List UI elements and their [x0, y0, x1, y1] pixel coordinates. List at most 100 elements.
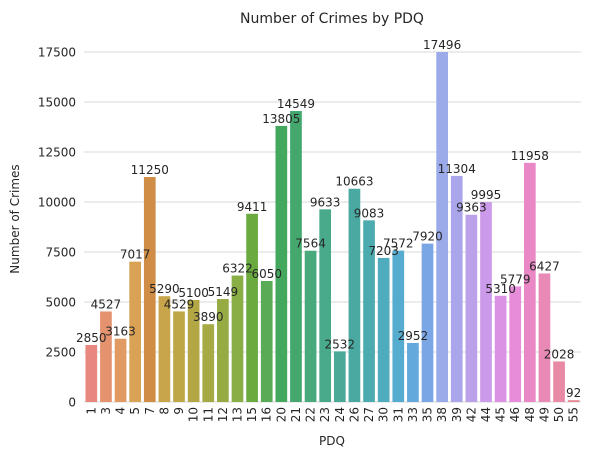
bar-pdq-48 — [523, 162, 536, 402]
x-tick-label: 46 — [508, 407, 522, 422]
x-tick-label: 7 — [143, 407, 157, 415]
bar-pdq-9 — [173, 311, 185, 402]
bar-pdq-26 — [348, 188, 361, 402]
x-tick-label: 48 — [523, 407, 537, 422]
bar-value-label: 5290 — [149, 282, 180, 296]
x-tick-label: 23 — [318, 407, 332, 422]
x-tick-label: 22 — [304, 407, 318, 422]
bar-value-label: 11250 — [131, 163, 169, 177]
bar-pdq-42 — [465, 214, 478, 402]
bar-pdq-7 — [143, 177, 156, 402]
x-tick-label: 26 — [347, 407, 361, 422]
x-axis-label: PDQ — [319, 434, 345, 448]
bar-value-label: 5779 — [500, 272, 531, 286]
bars — [85, 52, 580, 403]
bar-value-label: 9633 — [310, 195, 341, 209]
bar-pdq-11 — [202, 324, 215, 402]
x-tick-label: 27 — [362, 407, 376, 422]
bar-value-label: 4529 — [164, 297, 195, 311]
bar-value-label: 9411 — [237, 200, 268, 214]
x-tick-label: 8 — [157, 407, 171, 415]
bar-value-label: 2532 — [325, 337, 356, 351]
bar-pdq-33 — [407, 342, 419, 402]
x-tick-label: 12 — [216, 407, 230, 422]
bar-value-label: 7920 — [412, 230, 443, 244]
bar-pdq-30 — [377, 257, 390, 402]
x-tick-label: 55 — [567, 407, 581, 422]
bar-value-label: 5149 — [208, 285, 239, 299]
x-tick-label: 45 — [494, 407, 508, 422]
bar-pdq-31 — [392, 250, 405, 402]
bar-value-label: 5100 — [178, 286, 209, 300]
x-tick-label: 35 — [421, 407, 435, 422]
bar-pdq-44 — [480, 202, 492, 402]
x-tick-label: 39 — [450, 407, 464, 422]
x-tick-label: 13 — [230, 407, 244, 422]
bar-pdq-55 — [567, 400, 580, 402]
x-tick-label: 15 — [245, 407, 259, 422]
x-tick-label: 5 — [128, 407, 142, 415]
y-tick-label: 0 — [68, 396, 76, 410]
x-tick-label: 33 — [406, 407, 420, 422]
bar-value-label: 6050 — [251, 267, 282, 281]
x-tick-label: 10 — [187, 407, 201, 422]
bar-value-label: 14549 — [277, 97, 315, 111]
y-axis-label: Number of Crimes — [8, 164, 22, 273]
bar-value-label: 2850 — [76, 331, 107, 345]
bar-pdq-4 — [114, 338, 127, 402]
bar-value-label: 3163 — [105, 325, 136, 339]
y-tick-label: 15000 — [38, 96, 76, 110]
bar-value-label: 2028 — [544, 347, 575, 361]
bar-pdq-1 — [85, 345, 98, 402]
x-tick-label: 31 — [391, 407, 405, 422]
y-tick-labels: 0 2500 5000 7500 10000 12500 15000 17500 — [38, 46, 76, 410]
bar-pdq-21 — [290, 111, 302, 403]
x-tick-label: 21 — [289, 407, 303, 422]
x-tick-label: 38 — [435, 407, 449, 422]
chart-title: Number of Crimes by PDQ — [240, 11, 424, 27]
bar-pdq-35 — [421, 243, 434, 402]
bar-pdq-23 — [319, 209, 332, 402]
bar-pdq-3 — [100, 311, 112, 402]
bar-pdq-39 — [450, 175, 463, 402]
bar-pdq-49 — [538, 273, 551, 402]
bar-pdq-16 — [260, 281, 273, 402]
x-tick-label: 30 — [377, 407, 391, 422]
y-tick-label: 2500 — [45, 346, 76, 360]
bar-pdq-20 — [275, 125, 288, 403]
bar-value-label: 3890 — [193, 310, 224, 324]
x-tick-label: 49 — [537, 407, 551, 422]
x-tick-label: 16 — [260, 407, 274, 422]
bar-value-label: 5310 — [485, 282, 516, 296]
bar-pdq-5 — [129, 261, 142, 402]
bar-value-label: 6427 — [529, 259, 560, 273]
bar-value-label: 7564 — [295, 237, 326, 251]
y-tick-label: 7500 — [45, 246, 76, 260]
bar-value-label: 9995 — [471, 188, 502, 202]
x-tick-label: 42 — [464, 407, 478, 422]
bar-pdq-46 — [509, 286, 522, 402]
bar-pdq-24 — [333, 351, 346, 402]
bar-pdq-22 — [304, 250, 317, 402]
bar-value-label: 9363 — [456, 201, 487, 215]
bar-pdq-50 — [553, 361, 565, 402]
bar-pdq-27 — [363, 220, 375, 402]
bar-value-label: 11304 — [438, 162, 476, 176]
x-tick-label: 4 — [114, 407, 128, 415]
bar-pdq-10 — [187, 300, 200, 402]
bar-value-label: 9083 — [354, 206, 385, 220]
x-tick-label: 3 — [99, 407, 113, 415]
bar-value-label: 2952 — [398, 329, 429, 343]
y-tick-label: 17500 — [38, 46, 76, 60]
bar-pdq-8 — [158, 296, 171, 402]
bar-value-label: 6322 — [222, 262, 253, 276]
x-tick-label: 50 — [552, 407, 566, 422]
y-tick-label: 5000 — [45, 296, 76, 310]
x-tick-label: 9 — [172, 407, 186, 415]
bar-value-label: 17496 — [423, 38, 461, 52]
x-tick-label: 44 — [479, 407, 493, 422]
y-tick-label: 12500 — [38, 146, 76, 160]
bar-pdq-12 — [217, 299, 229, 402]
